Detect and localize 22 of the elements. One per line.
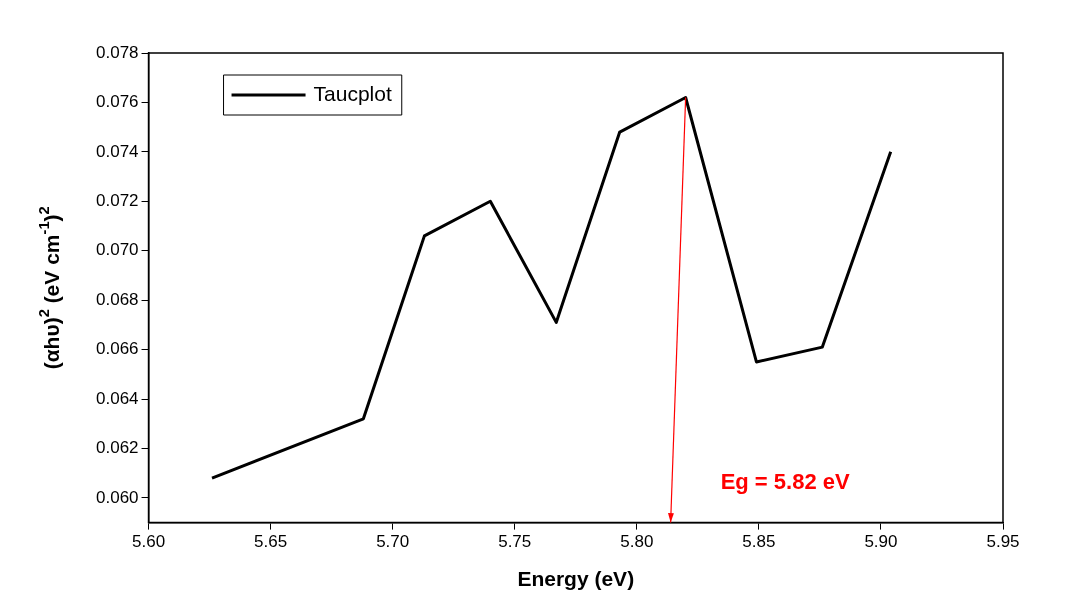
y-tick-label: 0.068: [95, 289, 139, 309]
y-tick-label: 0.078: [95, 42, 139, 62]
y-axis-title: (αhυ)2 (eV cm-1)2: [35, 206, 63, 370]
y-tick-label: 0.066: [95, 339, 139, 359]
y-tick-label: 0.062: [95, 438, 139, 458]
x-tick-label: 5.90: [864, 532, 898, 552]
x-tick-label: 5.60: [131, 532, 166, 552]
x-tick-label: 5.80: [620, 532, 654, 552]
y-tick-label: 0.060: [95, 487, 139, 507]
x-tick-label: 5.75: [498, 532, 532, 552]
y-tick-label: 0.076: [95, 92, 139, 112]
x-tick-label: 5.65: [254, 532, 288, 552]
legend-label: Taucplot: [313, 81, 392, 105]
annotation: Eg = 5.82 eV: [720, 468, 850, 494]
y-tick-label: 0.064: [95, 388, 139, 408]
x-tick-label: 5.85: [742, 532, 776, 552]
x-tick-label: 5.95: [986, 532, 1020, 552]
x-tick-label: 5.70: [376, 532, 410, 552]
y-tick-label: 0.074: [95, 141, 139, 161]
x-axis-title: Energy (eV): [517, 567, 635, 591]
y-tick-label: 0.072: [95, 190, 139, 210]
y-tick-label: 0.070: [95, 240, 139, 260]
